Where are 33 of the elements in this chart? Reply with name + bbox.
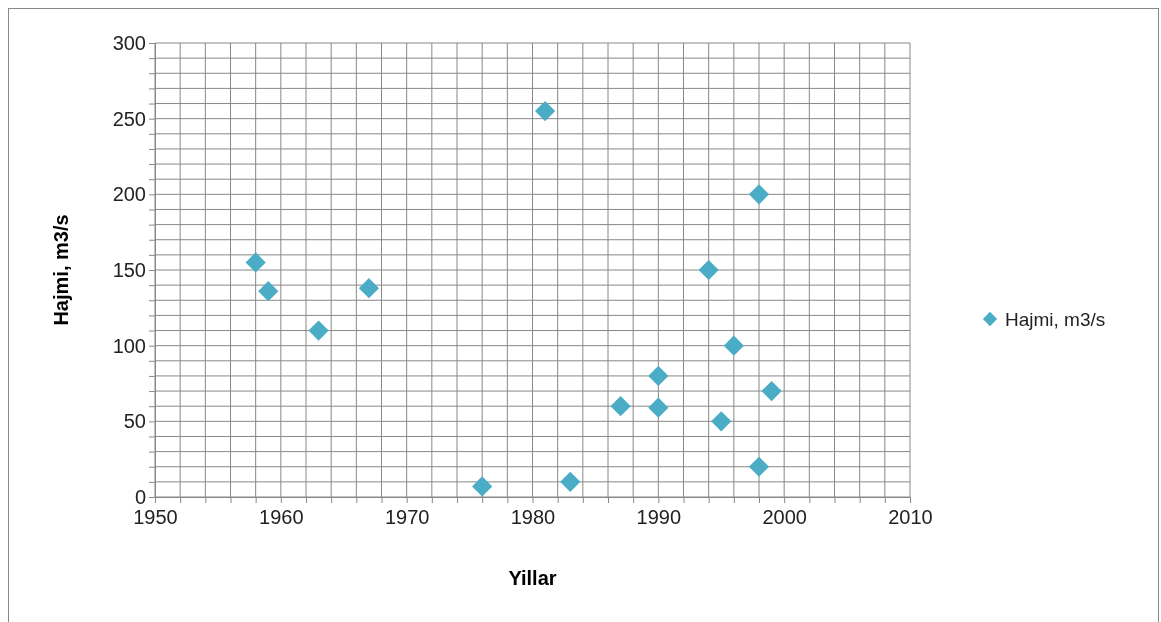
- point: [748, 184, 770, 205]
- x-tick-label: 2000: [762, 506, 807, 528]
- point: [245, 252, 266, 273]
- point: [308, 320, 329, 341]
- x-tick-label: 1990: [636, 506, 682, 528]
- x-tick-label: 1960: [259, 506, 304, 528]
- point: [698, 259, 719, 281]
- point: [748, 456, 770, 477]
- point: [610, 396, 631, 417]
- point: [761, 380, 782, 402]
- y-axis-title: Hajmi, m3/s: [50, 214, 72, 326]
- point: [648, 397, 669, 418]
- y-tick-label: 200: [112, 183, 146, 206]
- legend-label: Hajmi, m3/s: [1005, 308, 1106, 330]
- y-tick-label: 100: [112, 334, 146, 357]
- point: [534, 101, 556, 122]
- x-tick-label: 2010: [888, 506, 933, 528]
- point: [358, 278, 380, 299]
- y-tick-label: 150: [112, 258, 146, 281]
- point: [648, 365, 669, 387]
- point: [723, 335, 744, 356]
- y-tick-label: 300: [112, 31, 146, 54]
- x-axis-title: Yillar: [508, 567, 557, 589]
- x-tick-label: 1980: [510, 506, 556, 528]
- point: [258, 281, 279, 302]
- point: [472, 476, 493, 497]
- y-tick-label: 50: [123, 410, 146, 433]
- y-tick-label: 250: [112, 107, 146, 130]
- x-tick-label: 1970: [384, 506, 430, 528]
- point: [711, 411, 732, 432]
- y-tick-label: 0: [134, 485, 146, 508]
- x-tick-label: 1950: [133, 506, 178, 528]
- point: [560, 471, 581, 492]
